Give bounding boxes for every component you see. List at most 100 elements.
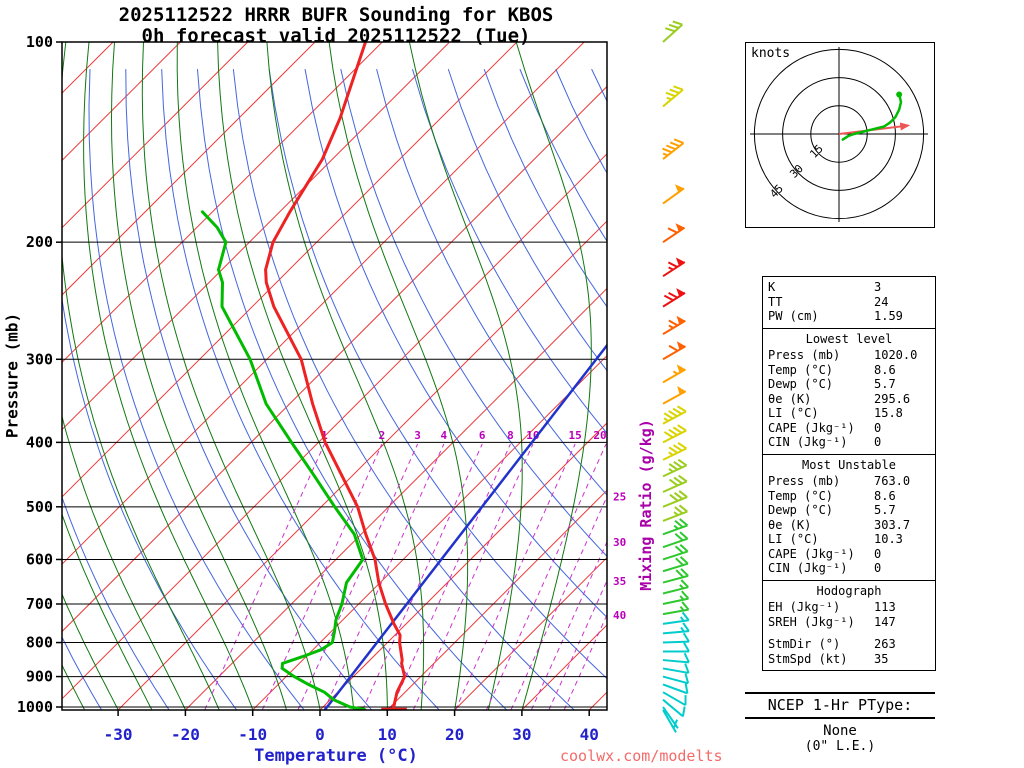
temperature-curve xyxy=(264,42,407,710)
stat-value: 763.0 xyxy=(874,474,911,488)
stat-row: StmDir (°) 263 xyxy=(768,637,930,652)
wind-barb xyxy=(662,691,687,707)
stat-row: θe (K) 295.6 xyxy=(768,392,930,407)
pressure-tick-label: 100 xyxy=(26,33,53,51)
pressure-tick-label: 600 xyxy=(26,550,53,568)
wind-barb xyxy=(662,405,687,425)
wind-barb-column xyxy=(662,20,690,733)
wind-barb xyxy=(662,611,690,625)
profile-curves xyxy=(200,42,407,710)
stat-row: Press (mb) 1020.0 xyxy=(768,348,930,363)
stat-label: TT xyxy=(768,294,783,309)
pressure-tick-label: 300 xyxy=(26,350,53,368)
wind-barb xyxy=(662,663,690,674)
stat-label: θe (K) xyxy=(768,517,812,532)
pressure-tick-label: 900 xyxy=(26,668,53,686)
temperature-tick-label: 30 xyxy=(512,725,531,744)
stat-label: CIN (Jkg⁻¹) xyxy=(768,561,848,575)
stat-value: 0 xyxy=(874,420,882,435)
pressure-tick-label: 200 xyxy=(26,233,53,251)
stat-value: 147 xyxy=(874,614,896,629)
stat-row: Temp (°C) 8.6 xyxy=(768,489,930,504)
temperature-tick-label: 10 xyxy=(378,725,397,744)
wind-barb xyxy=(662,622,690,635)
stat-label: Temp (°C) xyxy=(768,362,834,377)
mixing-ratio-label: 1 xyxy=(321,429,328,442)
hodograph-trace xyxy=(841,91,903,141)
section-title: Most Unstable xyxy=(802,457,896,472)
stat-value: 295.6 xyxy=(874,391,911,406)
stat-label: StmSpd (kt) xyxy=(768,651,848,666)
section-title: Lowest level xyxy=(805,331,893,346)
wind-barb xyxy=(662,386,687,405)
temperature-tick-label: 20 xyxy=(445,725,464,744)
pressure-tick-label: 700 xyxy=(26,595,53,613)
stat-row: TT 24 xyxy=(768,295,930,310)
wind-barb xyxy=(662,579,689,595)
stat-value: 8.6 xyxy=(874,362,896,377)
wind-barb xyxy=(662,590,690,605)
ptype-panel: NCEP 1-Hr PType: None (0" L.E.) xyxy=(745,692,935,754)
temperature-axis-label: Temperature (°C) xyxy=(254,746,418,766)
mixing-ratio-label: 40 xyxy=(613,609,626,622)
mixing-ratio-label: 30 xyxy=(613,536,626,549)
stat-row: LI (°C) 15.8 xyxy=(768,406,930,421)
stat-row: StmSpd (kt) 35 xyxy=(768,652,930,667)
stat-value: 0 xyxy=(874,435,882,449)
mixing-ratio-label: 2 xyxy=(379,429,386,442)
stat-value: 263 xyxy=(874,637,896,651)
wind-barb xyxy=(662,543,689,561)
wind-barb xyxy=(662,504,688,522)
stat-value: 1020.0 xyxy=(874,348,918,362)
stat-label: StmDir (°) xyxy=(768,637,841,651)
panel-section-hodograph: Hodograph EH (Jkg⁻¹) 113 SREH (Jkg⁻¹) 147 … xyxy=(763,579,935,671)
wind-barb xyxy=(662,490,688,508)
stat-label: SREH (Jkg⁻¹) xyxy=(768,614,855,629)
stat-value: 3 xyxy=(874,280,882,294)
mixing-ratio-axis-label: Mixing Ratio (g/kg) xyxy=(637,419,655,591)
stat-label: CAPE (Jkg⁻¹) xyxy=(768,420,855,435)
stat-value: 5.7 xyxy=(874,503,896,517)
wind-barb xyxy=(662,683,689,695)
stat-row: CIN (Jkg⁻¹) 0 xyxy=(768,435,930,450)
mixing-ratio-label: 4 xyxy=(441,429,448,442)
wind-barb xyxy=(662,288,686,308)
stat-row: Press (mb) 763.0 xyxy=(768,474,930,489)
stat-row: PW (cm) 1.59 xyxy=(768,309,930,324)
wind-barb xyxy=(662,652,690,664)
wind-barb xyxy=(662,698,686,718)
pressure-axis-label: Pressure (mb) xyxy=(2,312,22,439)
wind-barb xyxy=(662,364,687,384)
stat-label: Temp (°C) xyxy=(768,488,834,503)
moist-adiabat-lines xyxy=(62,42,592,710)
wind-barb xyxy=(662,474,688,493)
stat-label: CIN (Jkg⁻¹) xyxy=(768,435,848,449)
stat-label: PW (cm) xyxy=(768,309,819,323)
stat-row: Dewp (°C) 5.7 xyxy=(768,503,930,518)
wind-barb xyxy=(662,20,683,43)
pressure-tick-label: 500 xyxy=(26,498,53,516)
stat-value: 35 xyxy=(874,651,889,666)
stat-value: 303.7 xyxy=(874,517,911,532)
wind-barb xyxy=(662,458,688,478)
wind-barb xyxy=(662,531,689,549)
mixing-ratio-label: 6 xyxy=(479,429,486,442)
temperature-tick-label: -20 xyxy=(171,725,200,744)
temperature-tick-label: -30 xyxy=(104,725,133,744)
parcel-mixing-line xyxy=(323,343,607,710)
isotherm-lines xyxy=(62,42,607,710)
stat-row: CAPE (Jkg⁻¹) 0 xyxy=(768,547,930,562)
wind-barb xyxy=(662,85,684,108)
stat-value: 113 xyxy=(874,600,896,614)
wind-barb xyxy=(662,673,690,685)
pressure-tick-labels: 100 200 300 400 500 600 700 800 900 1000 xyxy=(17,33,53,716)
hodograph-units-label: knots xyxy=(751,46,791,61)
temperature-tick-label: 0 xyxy=(315,725,325,744)
stat-row: SREH (Jkg⁻¹) 147 xyxy=(768,615,930,630)
